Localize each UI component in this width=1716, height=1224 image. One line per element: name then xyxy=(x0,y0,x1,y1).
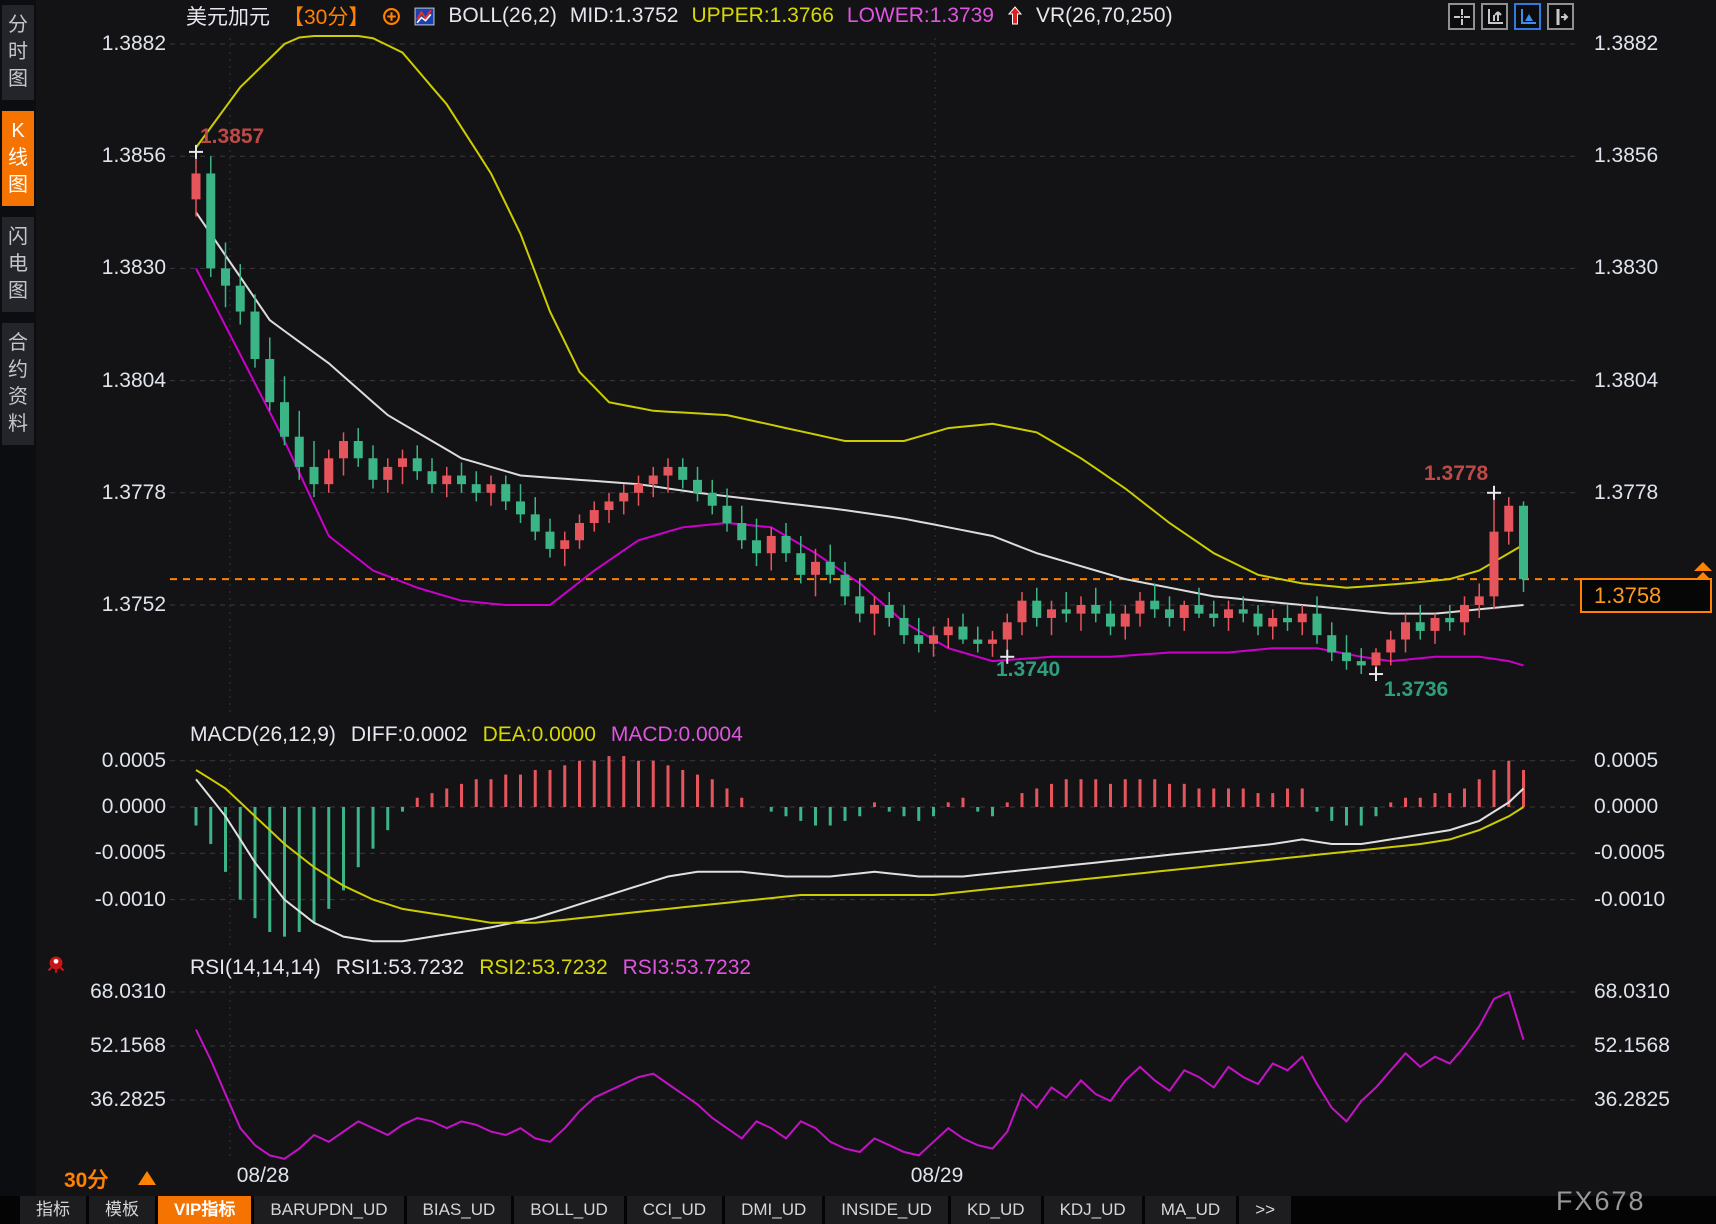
boll-lower-value: LOWER:1.3739 xyxy=(846,4,994,27)
rsi-axis-label-right: 68.0310 xyxy=(1594,980,1670,1003)
rsi-axis-label-left: 52.1568 xyxy=(90,1034,166,1057)
pane-shift-button[interactable] xyxy=(1547,3,1574,30)
sidebar-tab-char: 线 xyxy=(8,147,28,169)
macd-axis-label-right: 0.0005 xyxy=(1594,748,1659,772)
price-axis-label-right: 1.3804 xyxy=(1594,368,1659,392)
boll-mid-value: MID:1.3752 xyxy=(569,4,679,27)
indicator-tab-11[interactable]: KDJ_UD xyxy=(1043,1196,1142,1224)
instrument-title: 美元加元 xyxy=(186,6,270,29)
price-axis-label-right: 1.3882 xyxy=(1594,32,1659,55)
macd-dea-value: DEA:0.0000 xyxy=(482,723,596,746)
watermark: FX678 xyxy=(1556,1186,1646,1216)
price-annotation: 1.3740 xyxy=(996,658,1061,681)
indicator-tab-1[interactable]: 指标 xyxy=(20,1196,86,1224)
interval-badge[interactable]: 【30分】 xyxy=(283,6,370,29)
rsi1-value: RSI1:53.7232 xyxy=(335,956,465,979)
indicator-tab-13[interactable]: >> xyxy=(1239,1196,1292,1224)
indicator-tabbar: 指标 模板 VIP指标 BARUPDN_UD BIAS_UD BOLL_UD CCI_UD D… xyxy=(0,1196,1716,1224)
sidebar-tab-char: 电 xyxy=(8,253,28,275)
indicator-tab-2[interactable]: 模板 xyxy=(89,1196,155,1224)
rsi-axis-label-right: 52.1568 xyxy=(1594,1034,1670,1057)
indicator-tab-12[interactable]: MA_UD xyxy=(1144,1196,1237,1224)
indicator-icon xyxy=(414,6,435,27)
date-label: 08/29 xyxy=(910,1164,964,1187)
macd-axis-label-right: -0.0005 xyxy=(1594,841,1666,865)
sidebar-tab-char: 资 xyxy=(8,386,28,408)
current-price-box: 1.3758 xyxy=(1580,578,1712,613)
chart-mode-button[interactable] xyxy=(1514,3,1541,30)
sidebar-tab-char: 合 xyxy=(8,332,28,354)
price-annotation: 1.3736 xyxy=(1384,678,1449,701)
add-compare-icon[interactable] xyxy=(382,7,401,26)
macd-name: MACD(26,12,9) xyxy=(190,723,336,746)
sidebar-tab-char: 分 xyxy=(8,14,28,36)
sidebar-tab-4[interactable]: 合约资料 xyxy=(2,323,34,445)
indicator-tab-3[interactable]: VIP指标 xyxy=(158,1196,252,1224)
sidebar-tab-char: 图 xyxy=(8,280,28,302)
price-axis-label-right: 1.3856 xyxy=(1594,144,1659,168)
macd-axis-label-left: -0.0010 xyxy=(94,887,166,911)
chart-toolbar xyxy=(1448,3,1574,30)
macd-axis-label-right: 0.0000 xyxy=(1594,795,1659,818)
indicator-tab-4[interactable]: BARUPDN_UD xyxy=(254,1196,404,1224)
macd-axis-label-left: 0.0000 xyxy=(101,795,166,818)
price-axis-label-left: 1.3856 xyxy=(101,144,166,168)
up-arrow-icon xyxy=(1007,6,1023,26)
price-axis-label-left: 1.3752 xyxy=(101,593,166,616)
price-axis-label-right: 1.3778 xyxy=(1594,480,1659,504)
sidebar-tab-char: 时 xyxy=(8,41,28,63)
rsi2-value: RSI2:53.7232 xyxy=(479,956,608,979)
macd-value: MACD:0.0004 xyxy=(610,723,743,746)
price-axis-label-left: 1.3830 xyxy=(101,256,166,280)
sidebar-tab-char: K xyxy=(11,120,25,142)
macd-diff-value: DIFF:0.0002 xyxy=(350,723,468,746)
rsi-axis-label-left: 68.0310 xyxy=(90,980,166,1003)
sidebar-tab-3[interactable]: 闪电图 xyxy=(2,217,34,312)
price-axis-label-left: 1.3804 xyxy=(101,368,166,392)
macd-axis-label-left: -0.0005 xyxy=(94,841,166,865)
vr-label: VR(26,70,250) xyxy=(1035,4,1173,27)
axis-scale-button[interactable] xyxy=(1481,3,1508,30)
price-axis-label-left: 1.3778 xyxy=(101,480,166,504)
price-axis-label-left: 1.3882 xyxy=(101,32,166,55)
sidebar-tab-1[interactable]: 分时图 xyxy=(2,5,34,100)
indicator-tab-6[interactable]: BOLL_UD xyxy=(514,1196,624,1224)
indicator-tab-7[interactable]: CCI_UD xyxy=(626,1196,723,1224)
indicator-tab-10[interactable]: KD_UD xyxy=(950,1196,1041,1224)
macd-header: MACD(26,12,9) DIFF:0.0002 DEA:0.0000 MAC… xyxy=(190,723,743,747)
indicator-tab-5[interactable]: BIAS_UD xyxy=(406,1196,512,1224)
rsi-name: RSI(14,14,14) xyxy=(190,956,321,979)
macd-axis-label-left: 0.0005 xyxy=(101,748,166,772)
date-label: 08/28 xyxy=(236,1164,290,1187)
indicator-tab-9[interactable]: INSIDE_UD xyxy=(825,1196,948,1224)
price-annotation: 1.3778 xyxy=(1424,462,1489,485)
timeframe-dropdown-icon[interactable] xyxy=(138,1171,156,1185)
sidebar-tab-char: 图 xyxy=(8,174,28,196)
rsi-axis-label-right: 36.2825 xyxy=(1594,1088,1670,1111)
chart-header: 美元加元 【30分】 BOLL(26,2) MID:1.3752 UPPER:1… xyxy=(36,0,1716,32)
sidebar-tab-char: 料 xyxy=(8,413,28,435)
sidebar-tab-char: 约 xyxy=(8,359,28,381)
crosshair-button[interactable] xyxy=(1448,3,1475,30)
indicator-tab-8[interactable]: DMI_UD xyxy=(725,1196,823,1224)
sidebar-tab-char: 图 xyxy=(8,68,28,90)
rsi-axis-label-left: 36.2825 xyxy=(90,1088,166,1111)
rsi-header: RSI(14,14,14) RSI1:53.7232 RSI2:53.7232 … xyxy=(190,956,751,980)
sidebar-tab-char: 闪 xyxy=(8,226,28,248)
boll-label: BOLL(26,2) xyxy=(448,4,557,27)
timeframe-label[interactable]: 30分 xyxy=(64,1169,109,1192)
alarm-icon[interactable] xyxy=(42,950,70,978)
boll-upper-value: UPPER:1.3766 xyxy=(691,4,834,27)
price-axis-label-right: 1.3830 xyxy=(1594,256,1659,280)
rsi3-value: RSI3:53.7232 xyxy=(622,956,752,979)
macd-axis-label-right: -0.0010 xyxy=(1594,887,1666,911)
price-annotation: 1.3857 xyxy=(200,125,265,148)
